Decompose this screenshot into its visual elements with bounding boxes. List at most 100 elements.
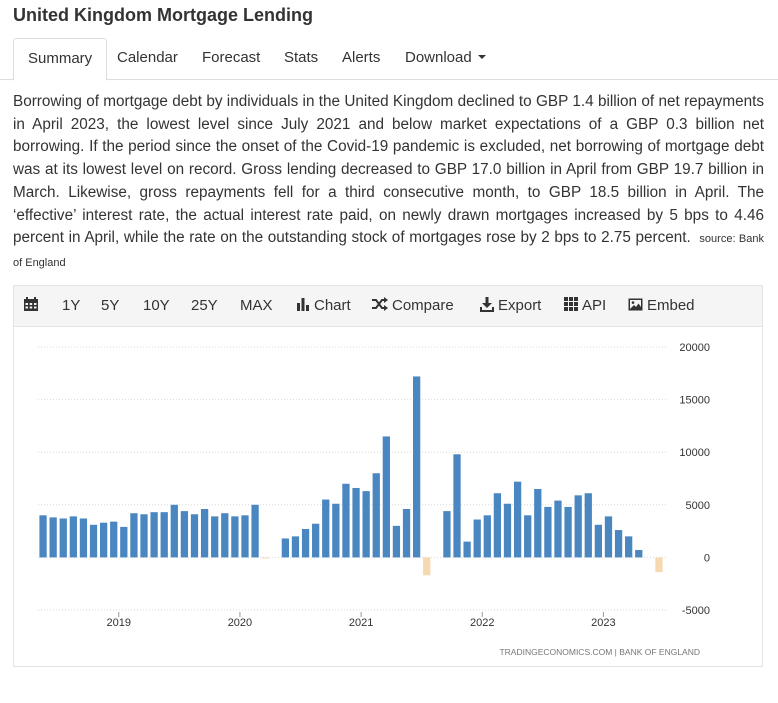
page-title: United Kingdom Mortgage Lending <box>13 5 313 25</box>
x-tick-label: 2023 <box>591 617 615 629</box>
export-button[interactable]: Export <box>480 286 541 326</box>
bar[interactable] <box>402 509 411 558</box>
bar[interactable] <box>150 512 158 558</box>
range-25y-button[interactable]: 25Y <box>191 297 218 314</box>
bar[interactable] <box>534 489 542 558</box>
bar[interactable] <box>130 513 138 558</box>
range-10y-button[interactable]: 10Y <box>143 297 170 314</box>
bar[interactable] <box>362 491 370 558</box>
bar[interactable] <box>554 500 562 558</box>
bar[interactable] <box>59 518 67 558</box>
range-5y-button[interactable]: 5Y <box>101 297 120 314</box>
bar[interactable] <box>99 522 108 558</box>
bar[interactable] <box>231 516 239 558</box>
bar[interactable] <box>190 514 199 558</box>
y-tick-label: 5000 <box>686 500 710 512</box>
image-icon <box>628 298 643 311</box>
bar[interactable] <box>513 481 522 558</box>
compare-button-label: Compare <box>392 297 454 314</box>
description-text: Borrowing of mortgage debt by individual… <box>13 93 764 247</box>
bar[interactable] <box>211 516 219 558</box>
tab-calendar[interactable]: Calendar <box>103 38 192 80</box>
bar[interactable] <box>463 541 471 558</box>
bar[interactable] <box>584 493 592 558</box>
bar[interactable] <box>604 516 613 558</box>
bar[interactable] <box>473 519 481 558</box>
bar[interactable] <box>180 511 189 558</box>
bar[interactable] <box>382 436 390 558</box>
bar[interactable] <box>332 503 340 558</box>
bar[interactable] <box>412 376 421 558</box>
bar[interactable] <box>574 495 582 558</box>
bar[interactable] <box>170 504 178 558</box>
bar[interactable] <box>69 516 77 558</box>
bar[interactable] <box>635 550 643 558</box>
tab-stats[interactable]: Stats <box>270 38 332 80</box>
bar[interactable] <box>453 454 461 558</box>
api-button[interactable]: API <box>564 286 606 326</box>
x-tick-label: 2022 <box>470 617 494 629</box>
compare-button[interactable]: Compare <box>371 286 454 326</box>
bar[interactable] <box>594 524 603 558</box>
tab-alerts-label: Alerts <box>342 49 381 66</box>
y-tick-label: -5000 <box>682 605 710 617</box>
tab-forecast[interactable]: Forecast <box>188 38 274 80</box>
bar[interactable] <box>39 515 47 558</box>
range-max-button[interactable]: MAX <box>240 297 273 314</box>
bar[interactable] <box>483 515 491 558</box>
y-tick-label: 20000 <box>679 342 710 354</box>
chart-panel: 1Y 5Y 10Y 25Y MAX Chart Compare <box>13 285 763 667</box>
bar[interactable] <box>564 506 572 558</box>
embed-button[interactable]: Embed <box>628 286 695 326</box>
summary-description: Borrowing of mortgage debt by individual… <box>13 91 764 275</box>
bar[interactable] <box>614 530 623 558</box>
tab-download[interactable]: Download <box>391 38 500 80</box>
bar[interactable] <box>655 557 663 573</box>
bar[interactable] <box>291 536 300 558</box>
bar[interactable] <box>49 517 57 558</box>
tab-summary[interactable]: Summary <box>13 38 108 81</box>
caret-down-icon <box>477 55 486 60</box>
bar[interactable] <box>372 473 380 558</box>
bar[interactable] <box>524 515 532 558</box>
bar[interactable] <box>352 487 360 558</box>
bar[interactable] <box>423 557 431 576</box>
bar[interactable] <box>312 523 320 558</box>
bar[interactable] <box>392 525 401 558</box>
bar[interactable] <box>544 506 552 558</box>
bar[interactable] <box>120 526 128 558</box>
tab-bar: Summary Calendar Forecast Stats Alerts D… <box>0 38 778 81</box>
bar[interactable] <box>281 538 290 558</box>
chart-button[interactable]: Chart <box>296 286 351 326</box>
bar[interactable] <box>241 515 249 558</box>
bar[interactable] <box>221 513 229 558</box>
export-button-label: Export <box>498 297 542 314</box>
bar[interactable] <box>140 514 148 558</box>
y-tick-label: 15000 <box>679 395 710 407</box>
chart-toolbar: 1Y 5Y 10Y 25Y MAX Chart Compare <box>14 286 762 327</box>
bar[interactable] <box>443 511 451 558</box>
range-1y-button[interactable]: 1Y <box>62 297 81 314</box>
bar[interactable] <box>79 518 88 558</box>
x-tick-label: 2021 <box>349 617 373 629</box>
bar[interactable] <box>493 493 502 558</box>
bar[interactable] <box>301 528 310 558</box>
y-tick-label: 0 <box>704 552 710 564</box>
bar-chart-icon <box>297 298 309 312</box>
calendar-icon[interactable] <box>23 286 39 326</box>
chart-credit[interactable]: TRADINGECONOMICS.COM | BANK OF ENGLAND <box>499 647 700 657</box>
bar[interactable] <box>625 536 633 558</box>
bar[interactable] <box>342 483 350 558</box>
embed-button-label: Embed <box>647 297 695 314</box>
bar[interactable] <box>200 509 209 558</box>
tab-calendar-label: Calendar <box>117 49 178 66</box>
bar[interactable] <box>89 524 98 558</box>
tab-summary-label: Summary <box>28 50 93 67</box>
bar[interactable] <box>160 512 168 558</box>
bar[interactable] <box>261 557 269 559</box>
bar[interactable] <box>251 504 259 558</box>
bar[interactable] <box>322 499 330 558</box>
bar[interactable] <box>503 503 512 558</box>
tab-alerts[interactable]: Alerts <box>328 38 394 80</box>
bar[interactable] <box>110 521 118 558</box>
